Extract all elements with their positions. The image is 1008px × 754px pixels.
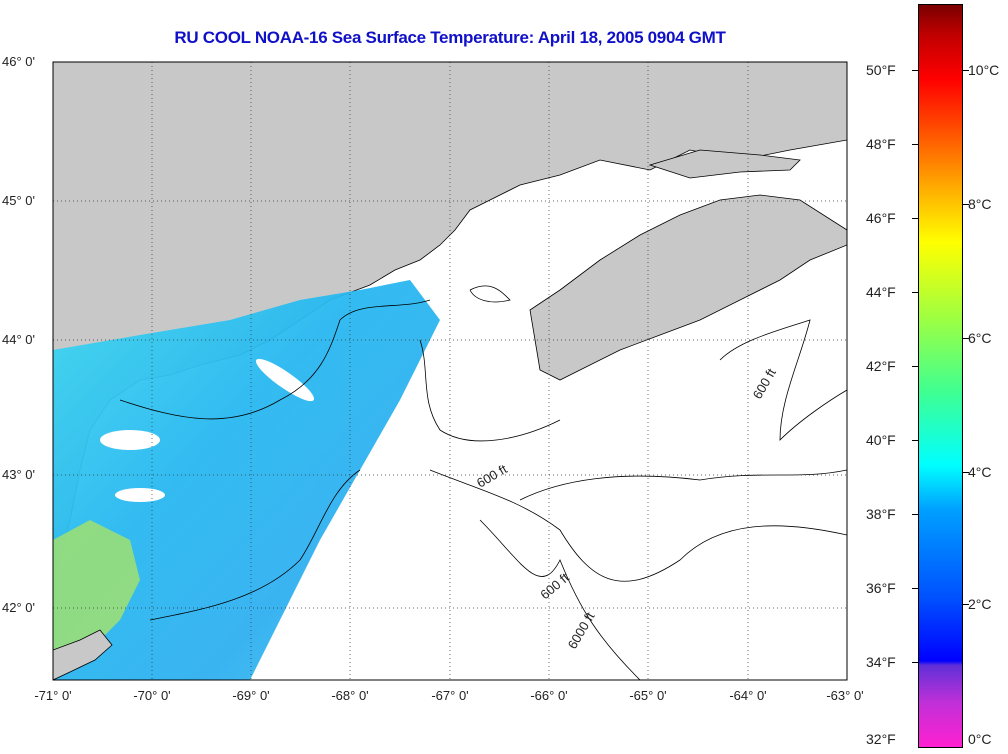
depth-contours: [119, 285, 847, 680]
lon-label: -67° 0': [431, 688, 468, 703]
colorbar-tick: [912, 218, 918, 219]
graticule: [53, 62, 847, 680]
colorbar-f-label: 38°F: [866, 506, 896, 522]
lon-label: -70° 0': [133, 688, 170, 703]
colorbar-f-label: 42°F: [866, 358, 896, 374]
colorbar-c-label: 0°C: [968, 731, 992, 747]
colorbar-tick: [912, 588, 918, 589]
lon-label: -68° 0': [331, 688, 368, 703]
colorbar-f-label: 44°F: [866, 284, 896, 300]
cloud-gap: [115, 488, 165, 502]
warm-coastal-patch: [53, 520, 140, 670]
colorbar-tick: [912, 662, 918, 663]
colorbar-f-label: 32°F: [866, 731, 896, 747]
temperature-colorbar: [918, 4, 963, 748]
colorbar-c-label: 10°C: [968, 62, 1000, 78]
colorbar-f-label: 48°F: [866, 136, 896, 152]
colorbar-c-label: 6°C: [968, 330, 992, 346]
colorbar-c-label: 4°C: [968, 464, 992, 480]
land-nova-scotia: [529, 194, 847, 381]
colorbar-f-label: 46°F: [866, 210, 896, 226]
colorbar-tick: [912, 366, 918, 367]
map-title: RU COOL NOAA-16 Sea Surface Temperature:…: [174, 28, 726, 47]
colorbar-f-label: 50°F: [866, 62, 896, 78]
colorbar-c-label: 8°C: [968, 196, 992, 212]
lat-label: 44° 0': [2, 332, 35, 347]
lon-label: -71° 0': [34, 688, 71, 703]
colorbar-f-label: 36°F: [866, 580, 896, 596]
satellite-swath: [53, 280, 440, 680]
colorbar-tick: [963, 204, 969, 205]
lat-label: 42° 0': [2, 600, 35, 615]
colorbar-tick: [912, 292, 918, 293]
colorbar-c-label: 2°C: [968, 596, 992, 612]
lon-label: -63° 0': [826, 688, 863, 703]
lat-label: 46° 0': [2, 54, 35, 69]
lat-label: 43° 0': [2, 467, 35, 482]
lon-label: -64° 0': [729, 688, 766, 703]
lon-label: -66° 0': [530, 688, 567, 703]
map-frame: [52, 61, 848, 681]
colorbar-tick: [963, 604, 969, 605]
colorbar-tick: [963, 338, 969, 339]
land-pei: [648, 149, 801, 179]
colorbar-f-label: 34°F: [866, 654, 896, 670]
colorbar-f-label: 40°F: [866, 432, 896, 448]
cloud-gap: [255, 358, 315, 402]
cape-cod: [53, 629, 113, 680]
colorbar-tick: [963, 472, 969, 473]
sst-map: 600 ft 600 ft 600 ft 6000 ft 46° 0' 45° …: [2, 54, 864, 703]
cloud-gap: [100, 430, 160, 450]
colorbar-tick: [912, 514, 918, 515]
colorbar-tick: [912, 144, 918, 145]
colorbar-tick: [912, 70, 918, 71]
lon-label: -69° 0': [232, 688, 269, 703]
lat-label: 45° 0': [2, 193, 35, 208]
colorbar-tick: [963, 70, 969, 71]
colorbar-tick: [912, 440, 918, 441]
lon-label: -65° 0': [629, 688, 666, 703]
